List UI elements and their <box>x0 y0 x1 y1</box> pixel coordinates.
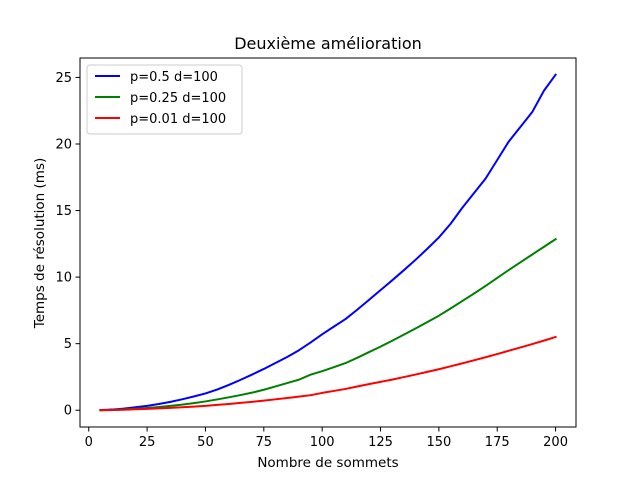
x-tick-label: 50 <box>197 435 214 450</box>
y-tick-label: 15 <box>55 204 72 219</box>
y-tick-label: 0 <box>64 404 72 419</box>
legend: p=0.5 d=100 p=0.25 d=100 p=0.01 d=100 <box>86 64 243 135</box>
legend-label-2: p=0.25 d=100 <box>130 91 226 106</box>
legend-label-1: p=0.5 d=100 <box>130 70 218 85</box>
x-tick-label: 125 <box>368 435 393 450</box>
legend-label-3: p=0.01 d=100 <box>130 112 226 127</box>
series-line-2 <box>99 237 557 412</box>
series-line-1 <box>99 73 557 412</box>
x-tick-label: 200 <box>543 435 568 450</box>
x-tick-label: 75 <box>256 435 273 450</box>
x-axis-label: Nombre de sommets <box>257 455 398 471</box>
x-tick-label: 100 <box>310 435 335 450</box>
y-tick-label: 25 <box>55 71 72 86</box>
y-axis-label: Temps de résolution (ms) <box>32 158 48 330</box>
series-line-3 <box>99 335 557 412</box>
y-tick-label: 20 <box>55 137 72 152</box>
plot-area: 0 25 50 75 100 125 150 175 200 0 5 10 15 20 25 <box>55 57 577 450</box>
legend-box <box>86 64 243 135</box>
chart-title: Deuxième amélioration <box>234 34 422 53</box>
y-tick-label: 5 <box>64 337 72 352</box>
axes-frame <box>79 57 577 428</box>
x-tick-label: 25 <box>139 435 156 450</box>
y-tick-label: 10 <box>55 271 72 286</box>
x-tick-label: 175 <box>485 435 510 450</box>
x-tick-label: 0 <box>85 435 93 450</box>
x-tick-label: 150 <box>426 435 451 450</box>
